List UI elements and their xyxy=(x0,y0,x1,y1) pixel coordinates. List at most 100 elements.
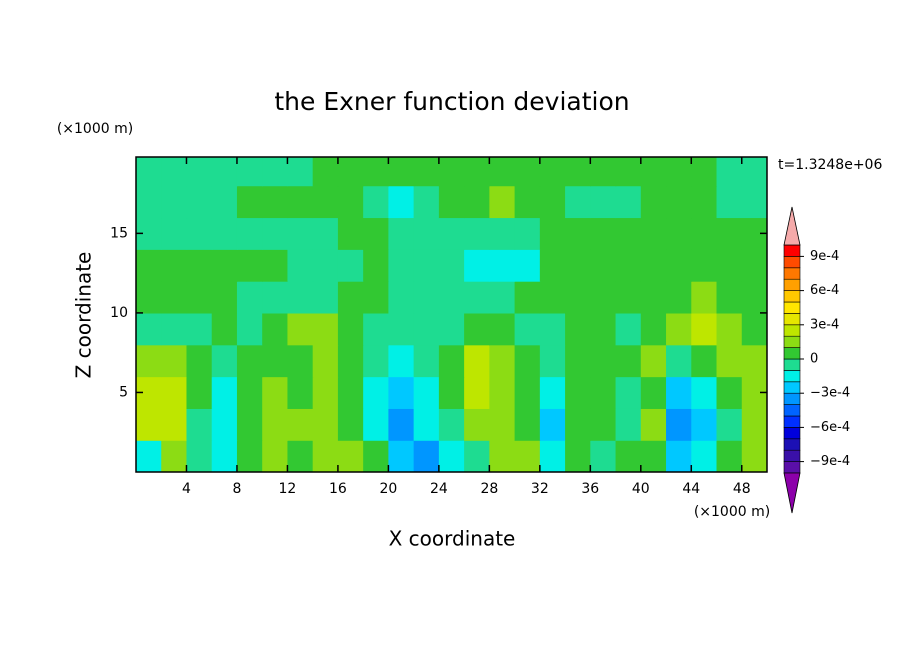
contour-cell xyxy=(615,440,642,472)
contour-cell xyxy=(590,281,617,314)
contour-cell xyxy=(262,217,289,250)
contour-cell xyxy=(565,408,591,441)
contour-cell xyxy=(337,157,364,187)
contour-cell xyxy=(363,217,389,250)
colorbar-tick-label: −3e-4 xyxy=(810,386,850,401)
x-tick-label: 28 xyxy=(480,481,498,497)
contour-cell xyxy=(312,217,339,250)
contour-cell xyxy=(413,185,440,219)
contour-cell xyxy=(489,440,516,472)
contour-cell xyxy=(741,344,767,378)
contour-cell xyxy=(186,312,213,346)
contour-cell xyxy=(464,344,490,378)
contour-cell xyxy=(136,344,162,378)
x-tick-label: 32 xyxy=(531,481,549,497)
contour-cell xyxy=(615,312,642,346)
contour-cell xyxy=(388,440,415,472)
contour-cell xyxy=(438,408,465,441)
colorbar-band xyxy=(783,267,801,280)
contour-cell xyxy=(741,440,767,472)
contour-cell xyxy=(262,440,289,472)
contour-cell xyxy=(438,217,465,250)
contour-cell xyxy=(691,312,718,346)
contour-cell xyxy=(438,281,465,314)
colorbar-band xyxy=(783,278,801,291)
contour-cell xyxy=(666,249,692,282)
contour-cell xyxy=(262,408,289,441)
contour-cell xyxy=(136,249,162,282)
contour-cell xyxy=(337,440,364,472)
x-tick-label: 48 xyxy=(733,481,751,497)
contour-cell xyxy=(438,440,465,472)
colorbar-band xyxy=(783,256,801,269)
contour-cell xyxy=(666,185,692,219)
contour-cell xyxy=(615,344,642,378)
contour-cell xyxy=(741,185,767,219)
contour-cell xyxy=(337,312,364,346)
colorbar-band xyxy=(783,301,801,314)
contour-cell xyxy=(590,185,617,219)
contour-cell xyxy=(337,281,364,314)
contour-cell xyxy=(438,185,465,219)
contour-cell xyxy=(363,249,389,282)
contour-cell xyxy=(691,408,718,441)
contour-cell xyxy=(615,217,642,250)
contour-cell xyxy=(211,312,238,346)
contour-cell xyxy=(262,376,289,409)
contour-cell xyxy=(691,185,718,219)
contour-cell xyxy=(514,408,541,441)
contour-cell xyxy=(615,249,642,282)
chart-title: the Exner function deviation xyxy=(274,87,629,116)
contour-cell xyxy=(236,249,263,282)
colorbar-band xyxy=(783,244,801,257)
contour-cell xyxy=(413,376,440,409)
contour-cell xyxy=(136,185,162,219)
contour-cell xyxy=(211,249,238,282)
contour-cell xyxy=(539,312,566,346)
contour-cell xyxy=(514,157,541,187)
contour-cell xyxy=(741,281,767,314)
contour-cell xyxy=(539,217,566,250)
y-tick-label: 5 xyxy=(119,384,128,400)
contour-cell xyxy=(539,408,566,441)
contour-cell xyxy=(565,217,591,250)
contour-cell xyxy=(337,376,364,409)
contour-cell xyxy=(716,281,743,314)
contour-cell xyxy=(489,281,516,314)
y-axis-label: Z coordinate xyxy=(72,252,96,379)
contour-cell xyxy=(666,281,692,314)
contour-cell xyxy=(363,344,389,378)
contour-cell xyxy=(161,249,188,282)
contour-cell xyxy=(590,376,617,409)
colorbar-band xyxy=(783,358,801,371)
contour-cell xyxy=(716,344,743,378)
colorbar-band xyxy=(783,290,801,303)
colorbar-band xyxy=(783,324,801,337)
contour-cell xyxy=(489,312,516,346)
contour-cell xyxy=(186,157,213,187)
contour-cell xyxy=(388,344,415,378)
contour-cell xyxy=(136,157,162,187)
x-tick-label: 36 xyxy=(581,481,599,497)
contour-cell xyxy=(640,312,667,346)
contour-cell xyxy=(489,185,516,219)
contour-cell xyxy=(691,249,718,282)
contour-cell xyxy=(363,440,389,472)
contour-cell xyxy=(287,157,314,187)
contour-cell xyxy=(691,281,718,314)
colorbar-tick-label: 9e-4 xyxy=(810,249,839,264)
colorbar-band xyxy=(783,404,801,417)
contour-cell xyxy=(691,217,718,250)
contour-cell xyxy=(312,281,339,314)
contour-cell xyxy=(691,344,718,378)
contour-cell xyxy=(186,249,213,282)
contour-cell xyxy=(716,312,743,346)
colorbar-tick-label: −9e-4 xyxy=(810,454,850,469)
contour-cell xyxy=(413,281,440,314)
contour-cell xyxy=(539,157,566,187)
contour-cell xyxy=(211,281,238,314)
contour-cell xyxy=(438,249,465,282)
contour-cell xyxy=(388,157,415,187)
contour-cell xyxy=(590,312,617,346)
